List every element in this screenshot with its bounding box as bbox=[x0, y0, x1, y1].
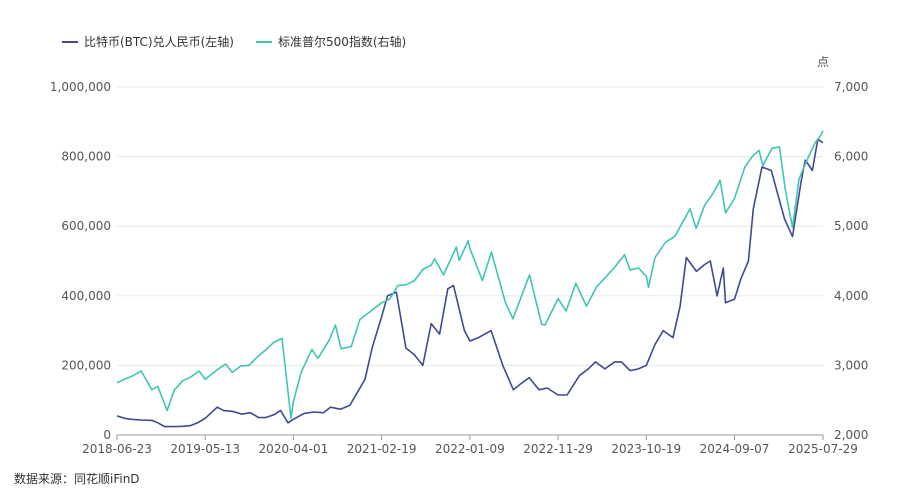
y-right-tick-label: 7,000 bbox=[834, 80, 868, 94]
y-right-tick-label: 6,000 bbox=[834, 150, 868, 164]
x-tick-label: 2020-04-01 bbox=[259, 442, 329, 456]
x-tick-label: 2024-09-07 bbox=[700, 442, 770, 456]
series-line-sp500 bbox=[116, 130, 824, 420]
legend-swatch-btc bbox=[62, 40, 78, 43]
x-tick-label: 2018-06-23 bbox=[82, 442, 152, 456]
data-source-note: 数据来源：同花顺iFinD bbox=[14, 472, 140, 486]
x-tick-label: 2022-11-29 bbox=[523, 442, 593, 456]
chart-legend: 比特币(BTC)兑人民币(左轴) 标准普尔500指数(右轴) bbox=[62, 33, 406, 50]
legend-item-btc[interactable]: 比特币(BTC)兑人民币(左轴) bbox=[62, 33, 234, 50]
line-chart: 0 200,000 400,000 600,000 800,000 1,000,000 2,… bbox=[50, 55, 868, 456]
x-tick-label: 2021-02-19 bbox=[347, 442, 417, 456]
y-right-tick-label: 5,000 bbox=[834, 219, 868, 233]
legend-label-sp500: 标准普尔500指数(右轴) bbox=[277, 35, 407, 49]
legend-label-btc: 比特币(BTC)兑人民币(左轴) bbox=[84, 35, 234, 49]
y-left-tick-label: 200,000 bbox=[61, 358, 111, 372]
y-right-tick-label: 3,000 bbox=[834, 358, 868, 372]
y-left-tick-label: 1,000,000 bbox=[50, 80, 111, 94]
x-tick-label: 2019-05-13 bbox=[170, 442, 240, 456]
x-tick-label: 2025-07-29 bbox=[788, 442, 858, 456]
legend-item-sp500[interactable]: 标准普尔500指数(右轴) bbox=[255, 33, 407, 50]
y-right-tick-label: 2,000 bbox=[834, 428, 868, 442]
legend-swatch-sp500 bbox=[255, 40, 272, 43]
series-line-btc bbox=[116, 138, 824, 428]
y-right-tick-label: 4,000 bbox=[834, 289, 868, 303]
y-left-tick-label: 600,000 bbox=[61, 219, 111, 233]
x-tick-label: 2022-01-09 bbox=[435, 442, 505, 456]
y-left-tick-label: 0 bbox=[103, 428, 111, 442]
y-left-tick-label: 400,000 bbox=[61, 289, 111, 303]
y-right-axis-unit: 点 bbox=[817, 55, 829, 69]
x-tick-label: 2023-10-19 bbox=[611, 442, 681, 456]
y-left-tick-label: 800,000 bbox=[61, 150, 111, 164]
